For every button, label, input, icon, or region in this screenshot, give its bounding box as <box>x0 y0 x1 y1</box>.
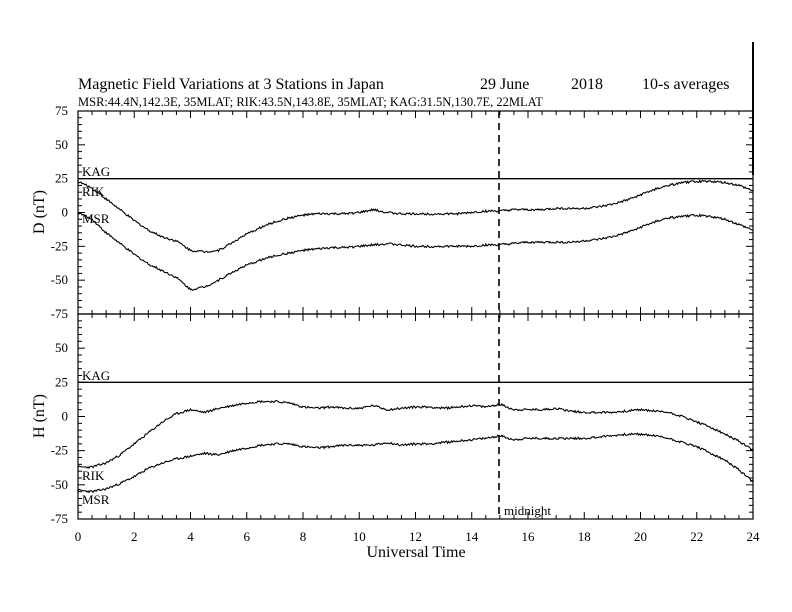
d-label-msr: MSR <box>82 211 110 226</box>
x-tick-label: 22 <box>690 529 703 544</box>
d-axis-label: D (nT) <box>31 190 48 234</box>
trace-h-msr <box>77 432 754 494</box>
x-tick-label: 4 <box>187 529 194 544</box>
y-tick-label: 0 <box>62 205 69 220</box>
y-tick-label: 50 <box>55 137 68 152</box>
h-label-msr: MSR <box>82 492 110 507</box>
trace-h-rik <box>77 399 754 470</box>
chart-date: 29 June <box>480 76 529 93</box>
y-tick-label: -50 <box>51 272 68 287</box>
d-panel-frame <box>77 110 754 315</box>
x-tick-label: 8 <box>300 529 307 544</box>
x-tick-label: 20 <box>634 529 647 544</box>
x-tick-label: 0 <box>75 529 82 544</box>
data-traces <box>77 177 754 494</box>
y-tick-label: 50 <box>55 340 68 355</box>
x-tick-label: 6 <box>244 529 251 544</box>
h-label-rik: RIK <box>82 468 105 483</box>
y-tick-label: -75 <box>51 511 68 526</box>
x-tick-label: 12 <box>409 529 422 544</box>
d-label-kag: KAG <box>82 164 110 179</box>
y-tick-label: 75 <box>55 103 68 118</box>
x-tick-label: 10 <box>353 529 366 544</box>
x-axis-label: Universal Time <box>366 544 465 561</box>
x-tick-label: 18 <box>578 529 591 544</box>
chart-year: 2018 <box>571 76 603 93</box>
x-tick-label: 2 <box>131 529 138 544</box>
midnight-label: midnight <box>504 503 551 518</box>
y-tick-label: 25 <box>55 374 68 389</box>
y-tick-label: -25 <box>51 238 68 253</box>
x-tick-label: 24 <box>747 529 761 544</box>
x-tick-label: 14 <box>465 529 479 544</box>
chart-resolution: 10-s averages <box>642 76 730 93</box>
x-tick-label: 16 <box>522 529 536 544</box>
y-tick-label: -75 <box>51 306 68 321</box>
y-tick-label: -50 <box>51 477 68 492</box>
chart-title: Magnetic Field Variations at 3 Stations … <box>78 76 384 93</box>
trace-d-msr <box>77 212 754 291</box>
h-label-kag: KAG <box>82 368 110 383</box>
y-tick-label: 25 <box>55 171 68 186</box>
y-tick-label: 0 <box>62 409 69 424</box>
station-info: MSR:44.4N,142.3E, 35MLAT; RIK:43.5N,143.… <box>78 95 543 109</box>
h-axis-label: H (nT) <box>31 394 48 438</box>
trace-d-rik <box>77 179 754 254</box>
y-tick-label: -25 <box>51 443 68 458</box>
h-panel-frame <box>77 313 754 520</box>
